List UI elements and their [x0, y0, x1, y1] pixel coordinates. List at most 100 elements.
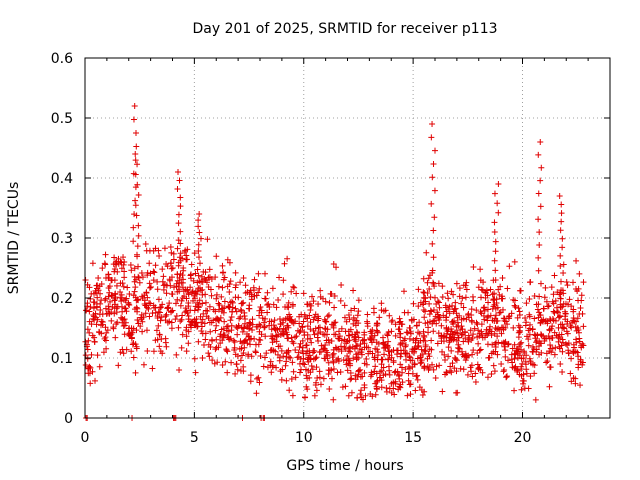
data-point — [504, 285, 511, 292]
data-point — [420, 337, 427, 344]
data-point — [241, 313, 248, 320]
data-point — [422, 308, 429, 315]
data-point — [386, 371, 393, 378]
data-point — [110, 324, 117, 331]
data-point — [219, 269, 226, 276]
data-point — [205, 315, 212, 322]
data-point — [285, 354, 292, 361]
data-point — [167, 243, 174, 250]
data-point — [155, 322, 162, 329]
data-point — [232, 269, 239, 276]
data-point — [535, 343, 542, 350]
data-point — [526, 313, 533, 320]
data-point — [120, 296, 127, 303]
data-point — [273, 364, 280, 371]
data-point — [418, 359, 425, 366]
data-point — [368, 369, 375, 376]
data-point — [497, 309, 504, 316]
data-point — [435, 330, 442, 337]
data-point — [521, 385, 528, 392]
data-point — [372, 363, 379, 370]
data-point — [575, 329, 582, 336]
data-point — [227, 317, 234, 324]
data-point — [163, 260, 170, 267]
data-point — [554, 308, 561, 315]
data-point — [179, 312, 186, 319]
data-point — [374, 346, 381, 353]
data-point — [269, 285, 276, 292]
data-point — [533, 339, 540, 346]
data-point — [345, 356, 352, 363]
data-point — [521, 348, 528, 355]
data-point — [224, 283, 231, 290]
data-point — [465, 332, 472, 339]
data-point — [406, 365, 413, 372]
data-point — [127, 262, 134, 269]
data-point — [233, 360, 240, 367]
data-point — [372, 380, 379, 387]
x-tick-label: 15 — [404, 430, 422, 446]
data-point — [461, 353, 468, 360]
data-point — [247, 320, 254, 327]
spike-point — [196, 211, 203, 217]
data-point — [225, 334, 232, 341]
data-point — [189, 288, 196, 295]
spike-point — [558, 278, 565, 285]
data-point — [167, 309, 174, 316]
data-point — [292, 347, 299, 354]
data-point — [531, 331, 538, 338]
data-point — [306, 352, 313, 359]
data-point — [401, 309, 408, 316]
data-point — [525, 336, 532, 343]
data-point — [220, 332, 227, 339]
data-point — [358, 394, 365, 401]
data-point — [502, 318, 509, 325]
data-point — [479, 287, 486, 294]
data-point — [397, 353, 404, 360]
data-point — [544, 320, 551, 327]
data-point — [549, 323, 556, 330]
data-point — [395, 386, 402, 393]
x-tick-label: 0 — [81, 430, 90, 446]
data-point — [477, 266, 484, 273]
data-point — [455, 345, 462, 352]
data-point — [301, 394, 308, 401]
data-point — [390, 357, 397, 364]
data-point — [255, 289, 262, 296]
data-point — [571, 344, 578, 351]
data-point — [221, 274, 228, 281]
data-point — [164, 305, 171, 312]
data-point — [344, 367, 351, 374]
data-point — [564, 282, 571, 289]
spike-point — [536, 229, 543, 236]
data-point — [572, 380, 579, 387]
data-point — [154, 336, 161, 343]
data-point — [475, 284, 482, 291]
spike-point — [134, 161, 141, 168]
data-point — [483, 330, 490, 337]
data-point — [83, 307, 90, 314]
data-point — [228, 313, 235, 320]
spike-point — [537, 280, 544, 287]
data-point — [315, 300, 322, 307]
spike-point — [133, 212, 140, 219]
data-point — [226, 259, 233, 266]
data-point — [498, 360, 505, 367]
data-point — [92, 377, 99, 384]
data-point — [190, 277, 197, 284]
data-point — [448, 288, 455, 295]
data-point — [131, 288, 138, 295]
data-point — [353, 317, 360, 324]
spike-point — [132, 294, 139, 301]
data-point — [234, 366, 241, 373]
data-point — [355, 355, 362, 362]
data-point — [480, 305, 487, 312]
data-point — [460, 366, 467, 373]
spike-point — [427, 307, 434, 314]
spike-point — [428, 134, 435, 141]
data-point — [450, 331, 457, 338]
spike-point — [491, 257, 498, 264]
data-point — [94, 285, 101, 292]
data-point — [142, 240, 149, 247]
data-point — [215, 300, 222, 307]
